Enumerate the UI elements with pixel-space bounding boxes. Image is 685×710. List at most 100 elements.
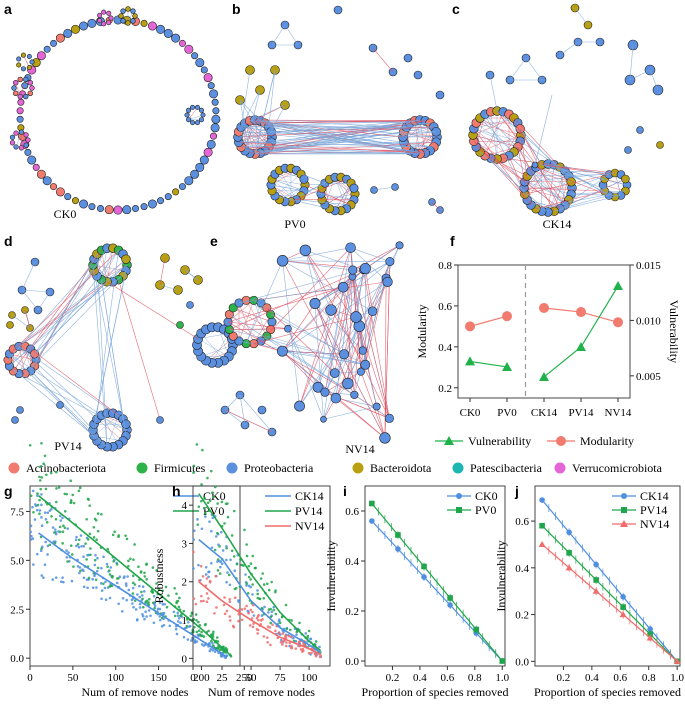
- network-edge: [244, 89, 261, 151]
- scatter-point: [46, 553, 49, 556]
- scatter-point: [147, 601, 150, 604]
- scatter-point: [40, 493, 43, 496]
- y-tick-label: 0.6: [438, 301, 452, 313]
- phylum-label: Actinobacteriota: [26, 461, 107, 475]
- scatter-point: [143, 617, 146, 621]
- scatter-point: [201, 574, 205, 578]
- scatter-point: [233, 587, 237, 591]
- network-edge: [21, 261, 36, 291]
- series-marker: [421, 563, 427, 570]
- scatter-point: [244, 573, 247, 576]
- network-node: [23, 132, 29, 138]
- scatter-point: [105, 562, 109, 566]
- y-tick-label: 5.0: [10, 555, 24, 567]
- scatter-point: [161, 603, 165, 606]
- scatter-point: [84, 542, 87, 545]
- panel-h-chart: 0 25 50 75 100 0 1 2 3 4 Num of remove nodes Robust…: [152, 443, 331, 699]
- network-b: PV0: [233, 5, 445, 231]
- scatter-point: [145, 615, 148, 618]
- scatter-point: [192, 471, 195, 475]
- network-node: [345, 242, 356, 253]
- network-edge: [159, 284, 179, 291]
- scatter-point: [304, 632, 308, 635]
- scatter-point: [288, 641, 292, 645]
- scatter-point: [196, 518, 199, 521]
- network-edge: [517, 146, 526, 182]
- scatter-point: [187, 625, 191, 628]
- network-edge: [7, 264, 94, 361]
- network-edge: [21, 289, 51, 293]
- network-edge: [473, 141, 528, 201]
- network-edge: [92, 264, 108, 447]
- network-edge: [37, 291, 51, 311]
- network-edge: [403, 131, 438, 138]
- scatter-point: [207, 629, 210, 633]
- network-edge: [201, 333, 225, 361]
- network-edge: [211, 333, 230, 363]
- y-tick-label: 0.0: [515, 656, 529, 668]
- legend-label: NV14: [295, 519, 324, 533]
- x-axis-label: Num of remove nodes: [82, 685, 189, 699]
- scatter-point: [262, 635, 266, 638]
- scatter-point: [218, 648, 222, 652]
- network-edge: [240, 69, 251, 128]
- scatter-point: [299, 648, 303, 651]
- network-node: [209, 89, 219, 99]
- network-node: [299, 244, 312, 257]
- network-node: [384, 413, 394, 423]
- network-node: [42, 176, 52, 186]
- fit-line-ck14: [198, 538, 322, 654]
- scatter-point: [54, 528, 57, 531]
- scatter-point: [29, 530, 32, 534]
- scatter-point: [272, 608, 276, 612]
- network-node: [11, 416, 19, 424]
- network-node: [36, 169, 46, 179]
- network-node: [29, 85, 35, 91]
- y-tick-label: 0: [182, 653, 188, 665]
- network-node: [88, 203, 96, 211]
- scatter-point: [318, 645, 321, 649]
- scatter-point: [31, 505, 34, 509]
- scatter-point: [211, 491, 214, 495]
- y-axis-label: Robustness: [152, 548, 166, 603]
- scatter-point: [70, 553, 74, 556]
- network-edge: [245, 302, 262, 344]
- scatter-point: [63, 509, 67, 513]
- scatter-point: [143, 575, 147, 578]
- network-node: [211, 98, 219, 106]
- network-edge: [296, 199, 352, 206]
- network-edge: [101, 279, 127, 436]
- network-node: [120, 18, 126, 24]
- network-edge: [323, 326, 360, 420]
- scatter-point: [266, 640, 270, 644]
- scatter-point: [225, 545, 228, 548]
- network-edge: [21, 289, 39, 311]
- scatter-point: [132, 605, 135, 609]
- scatter-point: [118, 575, 122, 579]
- scatter-point: [46, 511, 50, 515]
- scatter-point: [138, 584, 141, 588]
- scatter-point: [187, 620, 190, 624]
- network-edge: [15, 132, 22, 148]
- scatter-point: [113, 530, 116, 534]
- scatter-point: [85, 517, 88, 521]
- scatter-point: [226, 571, 229, 574]
- scatter-point: [208, 580, 212, 584]
- scatter-point: [139, 570, 143, 573]
- scatter-point: [106, 565, 109, 568]
- scatter-point: [260, 606, 264, 610]
- network-module: [9, 129, 31, 151]
- network-node: [207, 82, 215, 90]
- scatter-point: [206, 501, 210, 505]
- network-edge: [11, 314, 31, 329]
- network-edge: [253, 300, 345, 355]
- scatter-point: [106, 547, 110, 551]
- x-tick-label: 0.4: [413, 672, 427, 684]
- scatter-point: [39, 465, 43, 468]
- series-marker: [592, 587, 600, 594]
- scatter-point: [88, 532, 92, 536]
- network-node: [337, 281, 349, 293]
- network-edge: [517, 146, 532, 172]
- network-edge: [547, 163, 616, 198]
- network-node: [200, 112, 206, 118]
